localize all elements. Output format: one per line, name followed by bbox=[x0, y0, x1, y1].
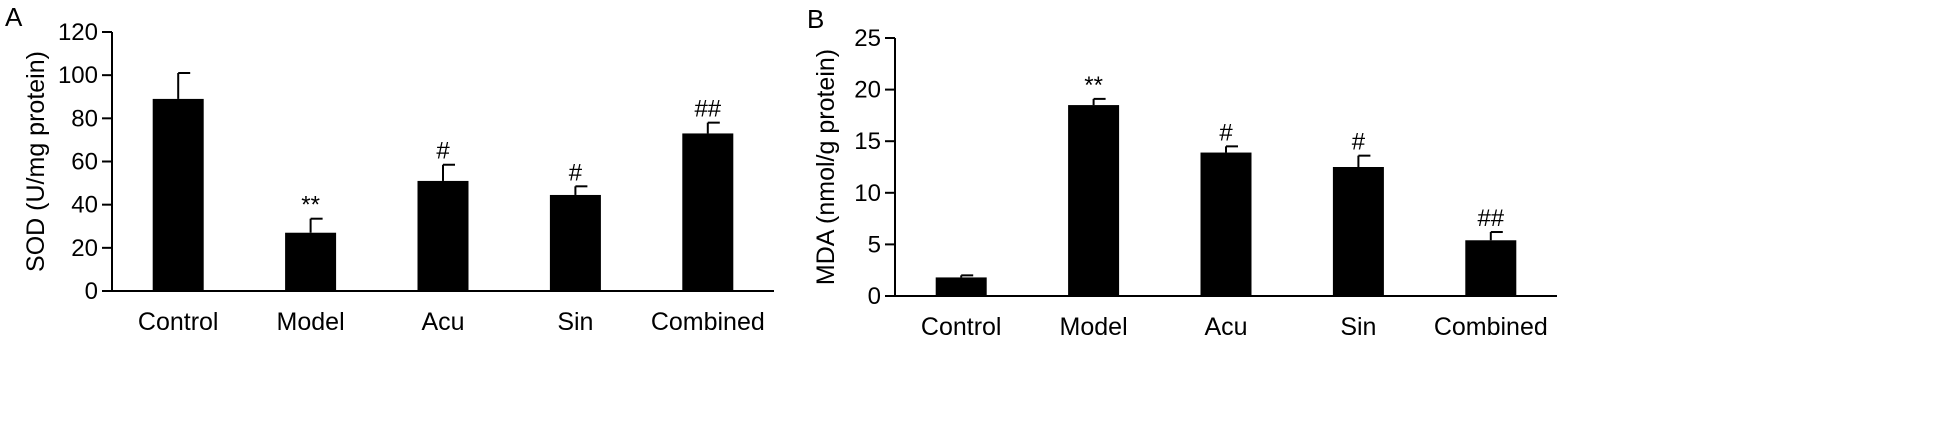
significance-label: # bbox=[436, 138, 450, 165]
significance-label: ## bbox=[694, 96, 721, 123]
bar-combined bbox=[1465, 240, 1517, 296]
panel-letter: A bbox=[5, 2, 23, 32]
y-tick-label: 20 bbox=[71, 235, 98, 262]
x-category-label: Combined bbox=[651, 308, 765, 336]
y-axis-title: MDA (nmol/g protein) bbox=[812, 49, 840, 285]
significance-label: ** bbox=[301, 192, 320, 219]
panel-letter: B bbox=[807, 4, 824, 34]
y-tick-label: 0 bbox=[85, 278, 98, 305]
x-category-label: Acu bbox=[1204, 313, 1247, 341]
y-axis-title: SOD (U/mg protein) bbox=[22, 51, 50, 272]
x-category-label: Acu bbox=[421, 308, 464, 336]
significance-label: ## bbox=[1477, 205, 1504, 232]
y-tick-label: 10 bbox=[854, 180, 881, 207]
x-category-label: Model bbox=[1060, 313, 1128, 341]
bar-control bbox=[152, 98, 204, 292]
bar-model bbox=[285, 232, 337, 291]
bar-sin bbox=[1332, 167, 1384, 296]
x-category-label: Sin bbox=[557, 308, 593, 336]
y-tick-label: 5 bbox=[868, 231, 881, 258]
significance-label: ** bbox=[1084, 72, 1103, 99]
y-tick-label: 40 bbox=[71, 192, 98, 219]
x-category-label: Control bbox=[921, 313, 1002, 341]
significance-label: # bbox=[569, 159, 583, 186]
bar-sin bbox=[549, 194, 601, 291]
y-tick-label: 15 bbox=[854, 128, 881, 155]
y-tick-label: 25 bbox=[854, 25, 881, 52]
bar-model bbox=[1068, 105, 1120, 296]
significance-label: # bbox=[1352, 129, 1366, 156]
y-tick-label: 100 bbox=[58, 62, 98, 89]
significance-label: # bbox=[1219, 119, 1233, 146]
y-tick-label: 80 bbox=[71, 105, 98, 132]
y-tick-label: 60 bbox=[71, 149, 98, 176]
y-tick-label: 20 bbox=[854, 77, 881, 104]
bar-acu bbox=[1200, 152, 1252, 296]
x-category-label: Sin bbox=[1340, 313, 1376, 341]
chart-panel-a: A SOD (U/mg protein) 0 20 40 60 80 100 120 Contro… bbox=[5, 2, 774, 336]
x-category-label: Combined bbox=[1434, 313, 1548, 341]
y-tick-label: 120 bbox=[58, 19, 98, 46]
x-category-label: Control bbox=[138, 308, 219, 336]
bar-acu bbox=[417, 180, 469, 291]
bar-control bbox=[935, 277, 987, 296]
chart-panel-b: B MDA (nmol/g protein) 0 5 10 15 20 25 Control **… bbox=[807, 4, 1557, 341]
y-tick-label: 0 bbox=[868, 283, 881, 310]
bar-combined bbox=[682, 133, 734, 291]
x-category-label: Model bbox=[277, 308, 345, 336]
